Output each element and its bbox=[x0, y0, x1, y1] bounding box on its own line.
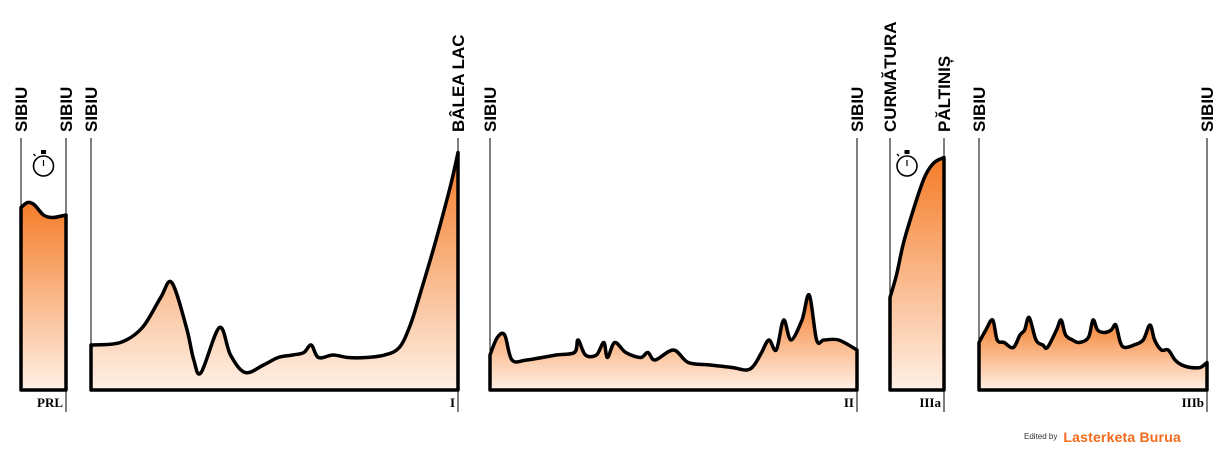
stage-panel-2: SIBIU SIBIU II bbox=[481, 87, 867, 412]
start-place-label: SIBIU bbox=[82, 87, 101, 132]
stage-panel-prl: SIBIU SIBIU PRL bbox=[12, 87, 76, 412]
elevation-profile-prl bbox=[19, 200, 68, 392]
stage-panel-3a: CURMĂTURA PĂLTINIȘ IIIa bbox=[881, 22, 954, 412]
stage-panel-1: SIBIU BÂLEA LAC I bbox=[82, 34, 468, 412]
elevation-profile-2 bbox=[488, 293, 859, 392]
finish-place-label: SIBIU bbox=[848, 87, 867, 132]
stopwatch-icon bbox=[32, 150, 55, 177]
start-place-label: SIBIU bbox=[970, 87, 989, 132]
elevation-profile-1 bbox=[89, 150, 460, 392]
start-place-label: CURMĂTURA bbox=[881, 22, 900, 132]
stage-number-label: II bbox=[844, 395, 854, 410]
stage-panel-3b: SIBIU SIBIU IIIb bbox=[970, 87, 1217, 412]
finish-place-label: PĂLTINIȘ bbox=[935, 56, 954, 132]
finish-place-label: BÂLEA LAC bbox=[449, 34, 468, 132]
stopwatch-icon bbox=[896, 150, 918, 177]
stage-number-label: IIIb bbox=[1182, 395, 1204, 410]
stage-number-label: PRL bbox=[37, 395, 63, 410]
finish-place-label: SIBIU bbox=[57, 87, 76, 132]
elevation-profile-3a bbox=[888, 155, 946, 392]
credit-line: Edited by Lasterketa Burua bbox=[1024, 428, 1181, 446]
stage-number-label: I bbox=[450, 395, 455, 410]
stage-number-label: IIIa bbox=[919, 395, 941, 410]
credit-brand-logo: Lasterketa Burua bbox=[1063, 428, 1181, 445]
finish-place-label: SIBIU bbox=[1198, 87, 1217, 132]
credit-prefix: Edited by bbox=[1024, 432, 1058, 442]
start-place-label: SIBIU bbox=[481, 87, 500, 132]
start-place-label: SIBIU bbox=[12, 87, 31, 132]
elevation-profile-3b bbox=[977, 315, 1209, 392]
